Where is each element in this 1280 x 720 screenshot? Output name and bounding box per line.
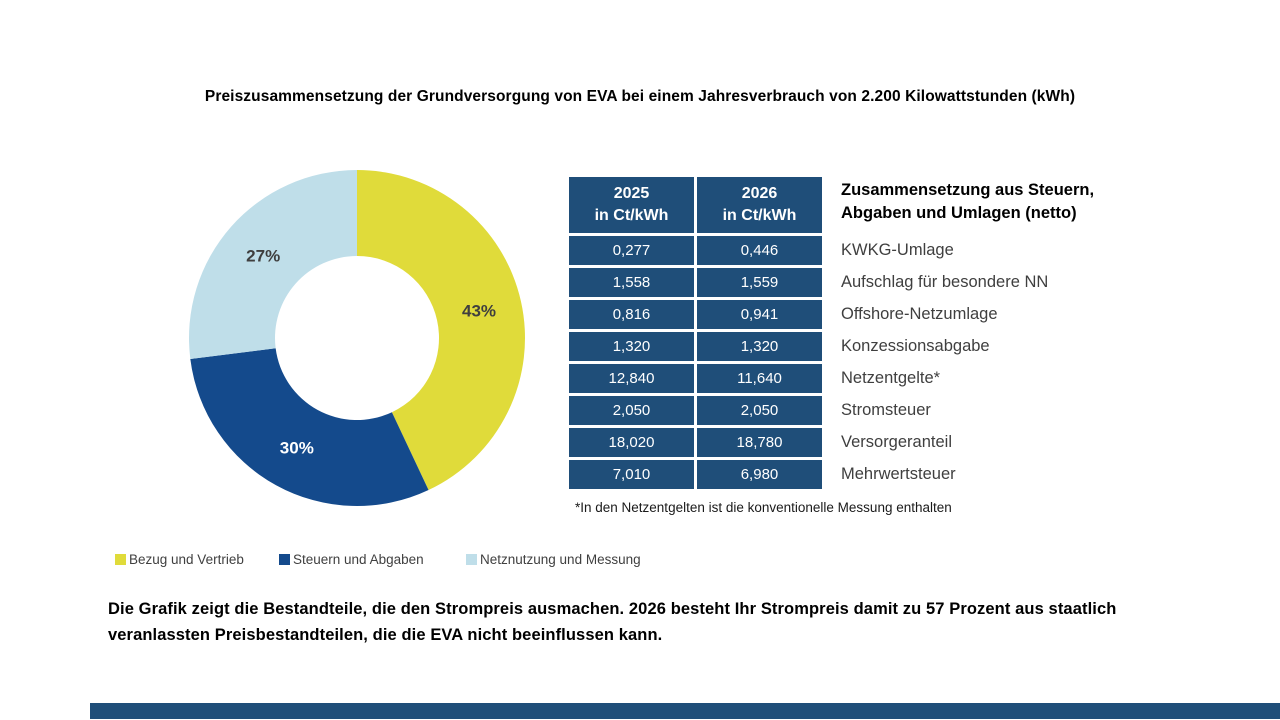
- table-cell-2026: 18,780: [697, 428, 822, 457]
- table-cell-2025: 0,816: [569, 300, 694, 329]
- page-title: Preiszusammensetzung der Grundversorgung…: [204, 88, 1076, 105]
- donut-chart: 43% 30% 27%: [187, 168, 527, 508]
- table-row-label: Versorgeranteil: [841, 433, 952, 451]
- table-cell-2025: 1,558: [569, 268, 694, 297]
- legend-swatch-lightblue-icon: [466, 554, 477, 565]
- donut-slice-2: [188, 169, 357, 360]
- legend-swatch-navy-icon: [279, 554, 290, 565]
- table-cell-2025: 12,840: [569, 364, 694, 393]
- legend-label: Netznutzung und Messung: [480, 552, 641, 567]
- table-row-label: Mehrwertsteuer: [841, 465, 956, 483]
- table-row-label: Stromsteuer: [841, 401, 931, 419]
- table-cell-2025: 0,277: [569, 236, 694, 265]
- bottom-accent-bar: [90, 703, 1280, 719]
- donut-chart-svg: 43% 30% 27%: [188, 169, 525, 507]
- table-cell-2026: 1,320: [697, 332, 822, 361]
- price-table: 2025 in Ct/kWh 2026 in Ct/kWh Zusammense…: [569, 177, 1165, 489]
- table-cell-2025: 18,020: [569, 428, 694, 457]
- table-cell-2026: 11,640: [697, 364, 822, 393]
- table-row-label: Offshore-Netzumlage: [841, 305, 998, 323]
- table-row-label: Aufschlag für besondere NN: [841, 273, 1049, 291]
- donut-slice-label: 27%: [246, 246, 280, 265]
- table-row-label: KWKG-Umlage: [841, 241, 954, 259]
- table-cell-2025: 7,010: [569, 460, 694, 489]
- table-cell-2026: 0,446: [697, 236, 822, 265]
- row-header-line1: Zusammensetzung aus Steuern,: [841, 181, 1095, 199]
- table-header-2025: 2025 in Ct/kWh: [569, 177, 694, 233]
- table-header-unit: in Ct/kWh: [722, 207, 797, 224]
- donut-slice-1: [190, 348, 429, 507]
- table-header-unit: in Ct/kWh: [594, 207, 669, 224]
- donut-slice-label: 30%: [280, 439, 314, 458]
- table-header-2026: 2026 in Ct/kWh: [697, 177, 822, 233]
- legend-item-netznutzung: Netznutzung und Messung: [466, 552, 641, 567]
- legend-item-steuern: Steuern und Abgaben: [279, 552, 424, 567]
- table-cell-2025: 1,320: [569, 332, 694, 361]
- table-row-label: Netzentgelte*: [841, 369, 941, 387]
- chart-legend: Bezug und Vertrieb Steuern und Abgaben N…: [0, 552, 1280, 572]
- row-header-line2: Abgaben und Umlagen (netto): [841, 204, 1077, 223]
- table-cell-2025: 2,050: [569, 396, 694, 425]
- table-row-label: Konzessionsabgabe: [841, 337, 990, 355]
- legend-label: Steuern und Abgaben: [293, 552, 424, 567]
- table-footnote: *In den Netzentgelten ist die konvention…: [575, 500, 952, 515]
- footer-note: Die Grafik zeigt die Bestandteile, die d…: [108, 600, 1117, 644]
- donut-slice-label: 43%: [462, 302, 496, 321]
- legend-label: Bezug und Vertrieb: [129, 552, 244, 567]
- table-cell-2026: 2,050: [697, 396, 822, 425]
- donut-slice-0: [357, 170, 525, 491]
- table-cell-2026: 1,559: [697, 268, 822, 297]
- table-header-year: 2026: [741, 185, 778, 203]
- table-cell-2026: 0,941: [697, 300, 822, 329]
- legend-item-bezug: Bezug und Vertrieb: [115, 552, 244, 567]
- table-row-header-title: Zusammensetzung aus Steuern, Abgaben und…: [825, 177, 1165, 233]
- table-header-year: 2025: [613, 185, 650, 203]
- legend-swatch-yellow-icon: [115, 554, 126, 565]
- table-cell-2026: 6,980: [697, 460, 822, 489]
